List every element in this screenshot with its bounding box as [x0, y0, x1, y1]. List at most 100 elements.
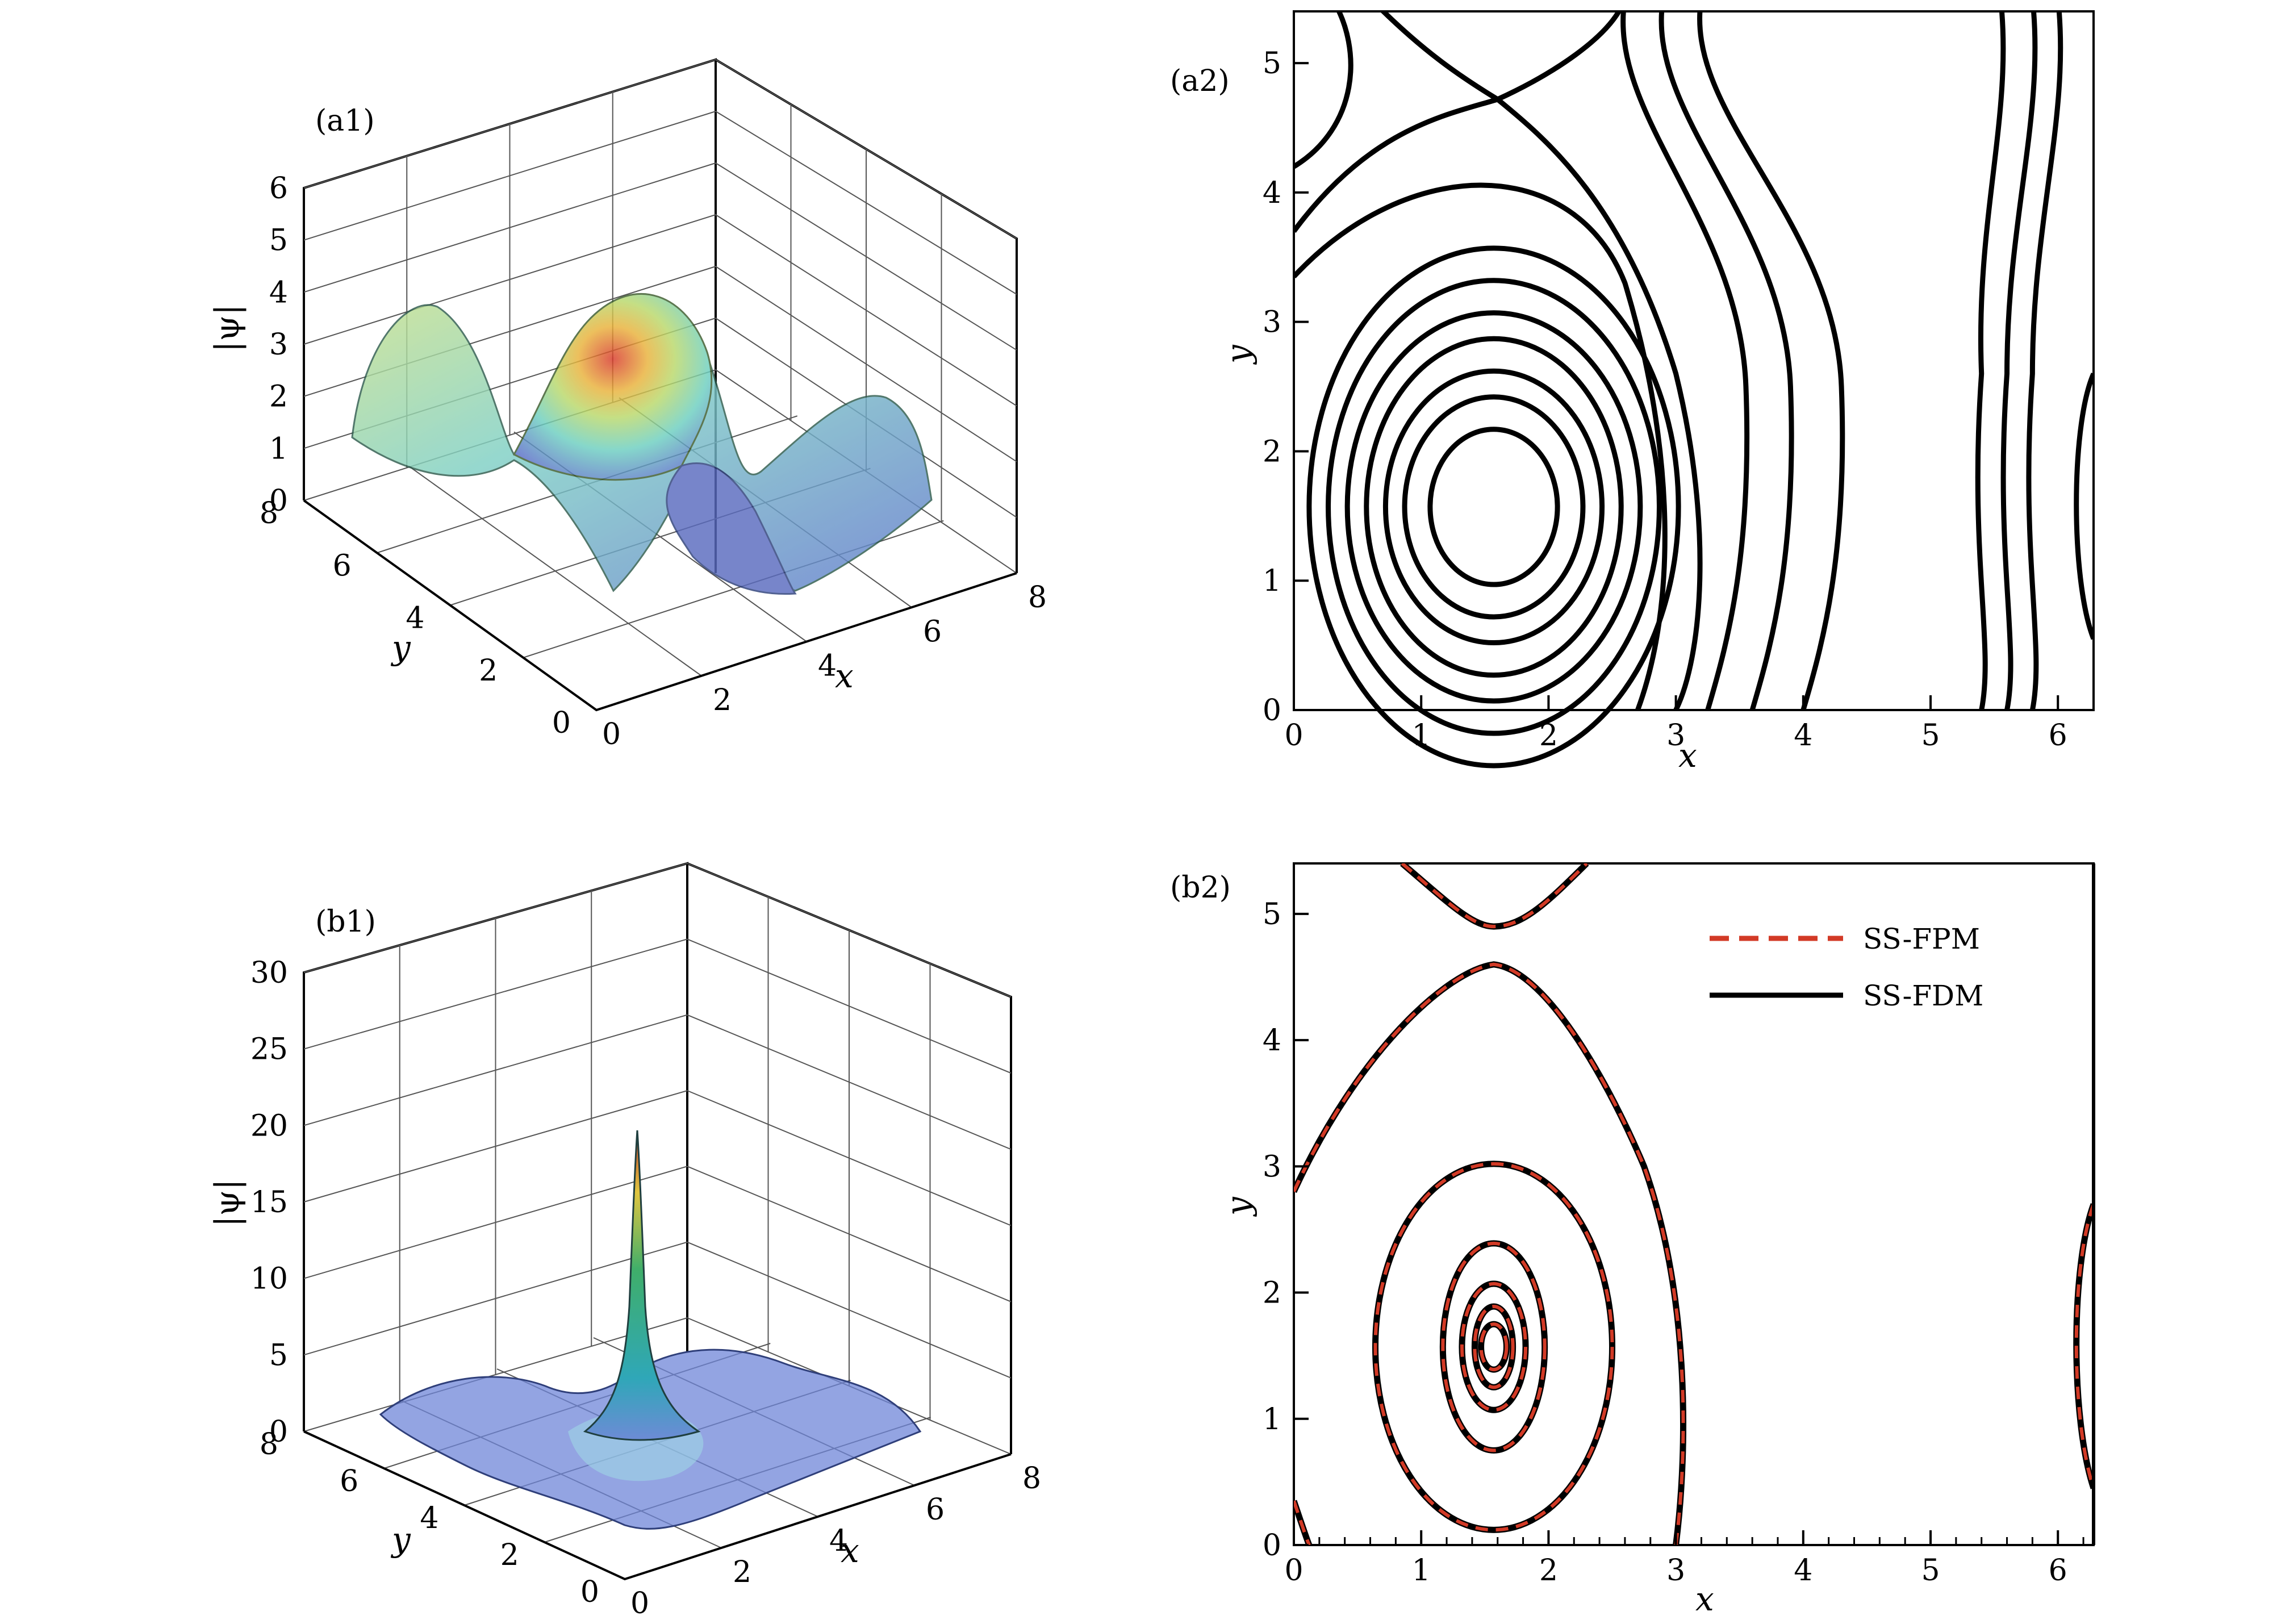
- b1-y-tick-label: 8: [260, 1427, 278, 1462]
- a2-contour-open: [2074, 372, 2094, 640]
- a1-x-ticks: 0 2 4 6 8: [602, 581, 1047, 752]
- a2-y-tick-label: 3: [1263, 306, 1281, 340]
- b2-y-tick-label: 4: [1263, 1024, 1281, 1058]
- a2-y-tick-label: 4: [1263, 176, 1281, 210]
- b1-zgrid-line: [303, 862, 1012, 997]
- a2-xlabel: x: [1678, 736, 1697, 775]
- b1-floor: [303, 1430, 1012, 1581]
- a2-x-tick-label: 0: [1284, 719, 1303, 753]
- b2-contour-group: [1294, 863, 2094, 1545]
- b1-z-tick-label: 20: [250, 1109, 288, 1143]
- b2-y-tick-label: 2: [1263, 1276, 1281, 1310]
- a1-z-tick-label: 3: [269, 328, 288, 362]
- a1-y-tick-label: 8: [260, 496, 278, 531]
- a2-contour-open: [2000, 11, 2038, 710]
- b1-zgrid-line: [303, 1089, 1012, 1226]
- b2-frame: [1293, 862, 2095, 1546]
- a2-x-ticks: 0 1 2 3 4 5 6: [1284, 695, 2067, 753]
- a2-separatrix: [1380, 11, 1703, 710]
- a1-zgrid-line: [303, 214, 1017, 407]
- a1-zgrid-line: [303, 110, 1017, 295]
- b2-x-tick-label: 1: [1412, 1554, 1431, 1588]
- b2-contour-ss-fpm: [1441, 1241, 1547, 1452]
- b2-x-tick-label: 5: [1921, 1554, 1940, 1588]
- panel-a2: (a2) 0 1 2 3 4 5 6 0 1 2 3 4 5 x y: [1170, 10, 2095, 775]
- b2-contour-ss-fpm: [1473, 1305, 1515, 1389]
- b1-z-ticks: 0 5 10 15 20 25 30: [250, 956, 288, 1449]
- b2-contour-ss-fpm: [1294, 1500, 1311, 1545]
- a2-contour-open: [1975, 11, 2006, 710]
- a1-surface-front: [666, 462, 797, 595]
- panel-b1: (b1) 0 5 10 15 20 25 30 0 2 4 6 8 0 2 4 6 8 |ψ| y x: [208, 862, 1041, 1621]
- b1-y-ticks: 0 2 4 6 8: [260, 1427, 599, 1609]
- b2-contour-ss-fdm: [1294, 961, 1686, 1545]
- b1-y-tick-label: 0: [580, 1575, 599, 1609]
- b2-x-tick-label: 6: [2049, 1554, 2067, 1588]
- a1-x-tick-label: 2: [713, 683, 732, 717]
- b1-y-tick-label: 4: [420, 1501, 438, 1535]
- b1-z-tick-label: 10: [250, 1262, 288, 1296]
- panel-label-b1: (b1): [315, 905, 376, 939]
- a2-contours: [1294, 11, 2094, 769]
- a1-y-tick-label: 4: [406, 602, 424, 636]
- b2-ylabel: y: [1219, 1196, 1258, 1217]
- a1-y-tick-label: 2: [479, 654, 498, 688]
- b1-ylabel: y: [390, 1520, 411, 1559]
- a1-x-tick-label: 4: [818, 649, 837, 683]
- a1-xlabel: x: [835, 657, 854, 695]
- a2-ylabel: y: [1219, 344, 1258, 365]
- b1-zgrid-line: [303, 1166, 1012, 1302]
- a1-x-tick-label: 6: [923, 615, 942, 649]
- a1-surface-peak: [512, 293, 713, 481]
- b2-y-tick-label: 0: [1263, 1529, 1281, 1563]
- a1-y-tick-label: 0: [552, 706, 571, 740]
- b2-contours: [1294, 863, 2095, 1545]
- legend-label-ss-fdm: SS-FDM: [1863, 979, 1983, 1012]
- b1-x-ticks: 0 2 4 6 8: [630, 1462, 1041, 1621]
- b1-x-tick-label: 2: [733, 1555, 751, 1589]
- a2-contour-ring: [1364, 336, 1624, 678]
- b1-zgrid-line: [303, 938, 1012, 1074]
- a2-contour-ring: [1306, 245, 1681, 769]
- b1-spike: [583, 1130, 701, 1441]
- b1-zlabel: |ψ|: [208, 1179, 247, 1227]
- a1-x-tick-label: 8: [1028, 581, 1047, 615]
- b2-x-ticks: 0 1 2 3 4 5 6: [1284, 1530, 2084, 1588]
- b1-y-tick-label: 6: [340, 1464, 358, 1498]
- a2-contour-open: [1697, 11, 1845, 710]
- a2-contour-ring: [1344, 310, 1643, 704]
- a2-y-tick-label: 5: [1263, 47, 1281, 81]
- a2-contour-open: [1658, 11, 1794, 710]
- b2-contour-ss-fpm: [1401, 863, 1588, 929]
- b2-y-ticks: 0 1 2 3 4 5: [1263, 897, 1309, 1563]
- a2-y-tick-label: 0: [1263, 694, 1281, 728]
- b1-x-tick-label: 0: [630, 1587, 649, 1621]
- a2-x-tick-label: 1: [1412, 719, 1431, 753]
- a2-y-tick-label: 1: [1263, 564, 1281, 598]
- b1-xlabel: x: [841, 1531, 859, 1570]
- a1-grid: [303, 59, 1017, 677]
- b1-zgrid-line: [303, 1014, 1012, 1150]
- a2-y-ticks: 0 1 2 3 4 5: [1263, 47, 1309, 728]
- a2-x-tick-label: 5: [1921, 719, 1940, 753]
- b1-z-tick-label: 15: [250, 1185, 288, 1220]
- a1-surface: [351, 293, 933, 595]
- panel-label-a2: (a2): [1170, 64, 1230, 98]
- a1-z-tick-label: 4: [269, 275, 288, 310]
- a1-zlabel: |ψ|: [208, 304, 247, 352]
- panel-b2: (b2) 0 1 2 3 4 5 6 0 1 2 3 4 5 x y SS-FPM SS-FDM: [1170, 862, 2095, 1618]
- b2-x-tick-label: 4: [1794, 1554, 1812, 1588]
- a2-contour-open: [1620, 11, 1750, 710]
- panel-label-b2: (b2): [1170, 871, 1231, 905]
- a1-z-tick-label: 1: [269, 432, 288, 466]
- b1-x-tick-label: 4: [829, 1524, 848, 1558]
- a1-y-ticks: 0 2 4 6 8: [260, 496, 571, 740]
- a2-contour-ring: [1402, 394, 1586, 620]
- a1-zgrid-line: [303, 59, 1017, 239]
- panel-a1: (a1) 0 1 2 3 4 5 6 0 2 4 6 8 0 2 4 6 8 |ψ| y x: [208, 58, 1047, 752]
- a2-contour-ring: [1382, 368, 1605, 646]
- b2-x-tick-label: 2: [1539, 1554, 1558, 1588]
- a1-y-tick-label: 6: [333, 549, 352, 583]
- b1-zgrid-line: [303, 1241, 1012, 1379]
